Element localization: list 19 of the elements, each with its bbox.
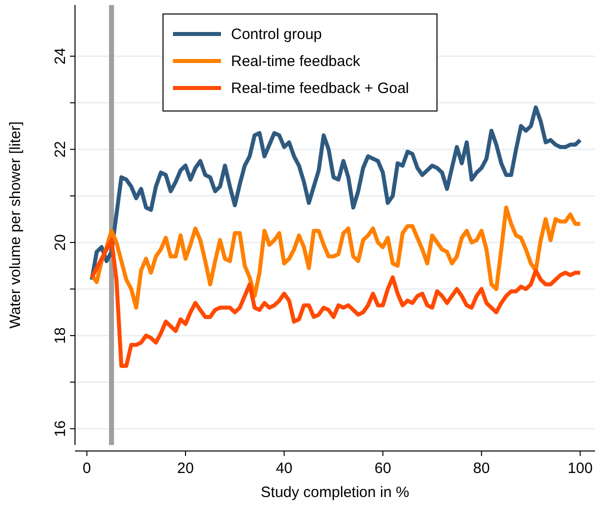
- x-tick-label: 20: [177, 460, 194, 477]
- x-tick-label: 60: [374, 460, 392, 477]
- y-tick-label: 22: [52, 140, 69, 158]
- x-axis-title: Study completion in %: [260, 484, 410, 501]
- x-tick-label: 80: [473, 460, 490, 477]
- y-tick-label: 24: [52, 48, 69, 65]
- x-tick-label: 100: [568, 460, 593, 477]
- y-tick-label: 18: [52, 327, 69, 344]
- legend-label: Real-time feedback + Goal: [231, 80, 410, 97]
- y-axis-title: Water volume per shower [liter]: [7, 121, 24, 329]
- line-series: [90, 105, 582, 282]
- line-series: [90, 206, 582, 310]
- x-tick-label: 40: [276, 460, 293, 477]
- line-series: [90, 238, 582, 368]
- legend-label: Control group: [231, 26, 322, 43]
- x-tick-label: 0: [82, 460, 92, 477]
- legend-label: Real-time feedback: [231, 53, 361, 70]
- y-tick-label: 20: [52, 234, 69, 251]
- y-tick-label: 16: [52, 420, 69, 438]
